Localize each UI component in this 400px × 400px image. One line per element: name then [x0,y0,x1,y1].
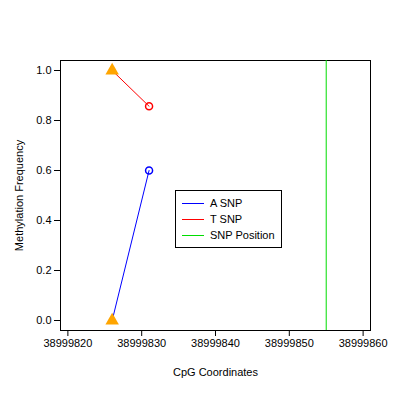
svg-text:38999830: 38999830 [117,337,166,349]
svg-text:38999820: 38999820 [43,337,92,349]
svg-text:CpG Coordinates: CpG Coordinates [173,366,258,378]
svg-text:38999840: 38999840 [191,337,240,349]
svg-text:38999850: 38999850 [265,337,314,349]
html-text:A SNP: A SNP [210,197,243,209]
svg-text:0.0: 0.0 [36,314,51,326]
svg-text:0.8: 0.8 [36,114,51,126]
svg-text:0.2: 0.2 [36,264,51,276]
svg-text:Methylation Frequency: Methylation Frequency [13,139,25,251]
html-text:SNP Position: SNP Position [210,229,275,241]
html-text:T SNP: T SNP [210,213,243,225]
svg-text:1.0: 1.0 [36,64,51,76]
svg-text:0.4: 0.4 [36,214,51,226]
svg-text:0.6: 0.6 [36,164,51,176]
svg-text:38999860: 38999860 [339,337,388,349]
